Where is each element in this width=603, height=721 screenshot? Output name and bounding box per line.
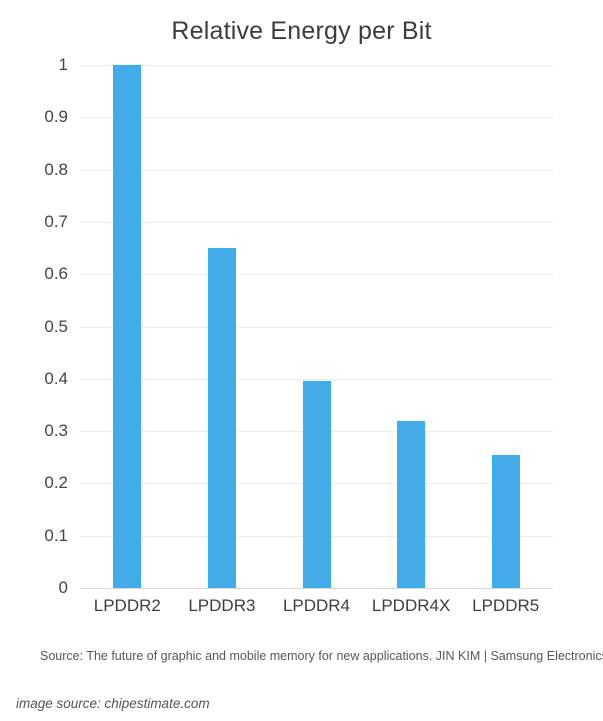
x-axis-label-lpddr4: LPDDR4: [282, 596, 351, 615]
y-tick-label: 0.1: [44, 526, 68, 545]
y-tick-label: 0.5: [44, 317, 68, 336]
bar-lpddr4x: [397, 421, 425, 588]
source-caption: Source: The future of graphic and mobile…: [40, 649, 603, 663]
x-axis-label-lpddr4x: LPDDR4X: [371, 596, 451, 615]
gridline: [80, 274, 553, 275]
y-tick-label: 0.9: [44, 107, 68, 126]
gridline: [80, 222, 553, 223]
x-axis-label-lpddr3: LPDDR3: [188, 596, 256, 615]
gridline: [80, 117, 553, 118]
bar-lpddr3: [208, 248, 236, 588]
y-tick-label: 0.6: [44, 264, 68, 283]
gridline: [80, 327, 553, 328]
gridline: [80, 379, 553, 380]
x-axis-label-lpddr5: LPDDR5: [472, 596, 540, 615]
x-axis-baseline: [80, 588, 553, 589]
y-tick-label: 0.3: [44, 421, 68, 440]
y-tick-label: 0.7: [44, 212, 68, 231]
y-tick-label: 1: [58, 55, 68, 74]
y-tick-label: 0.8: [44, 160, 68, 179]
bar-lpddr5: [492, 455, 520, 588]
x-axis-label-lpddr2: LPDDR2: [93, 596, 161, 615]
chart-title: Relative Energy per Bit: [171, 17, 432, 45]
image-source-caption: image source: chipestimate.com: [16, 696, 210, 711]
y-tick-label: 0: [58, 578, 68, 597]
gridline: [80, 65, 553, 66]
gridline: [80, 170, 553, 171]
y-tick-label: 0.4: [44, 369, 68, 388]
bar-lpddr4: [303, 381, 331, 588]
plot-area: [80, 65, 553, 589]
bar-lpddr2: [113, 65, 141, 588]
y-tick-label: 0.2: [44, 473, 68, 492]
